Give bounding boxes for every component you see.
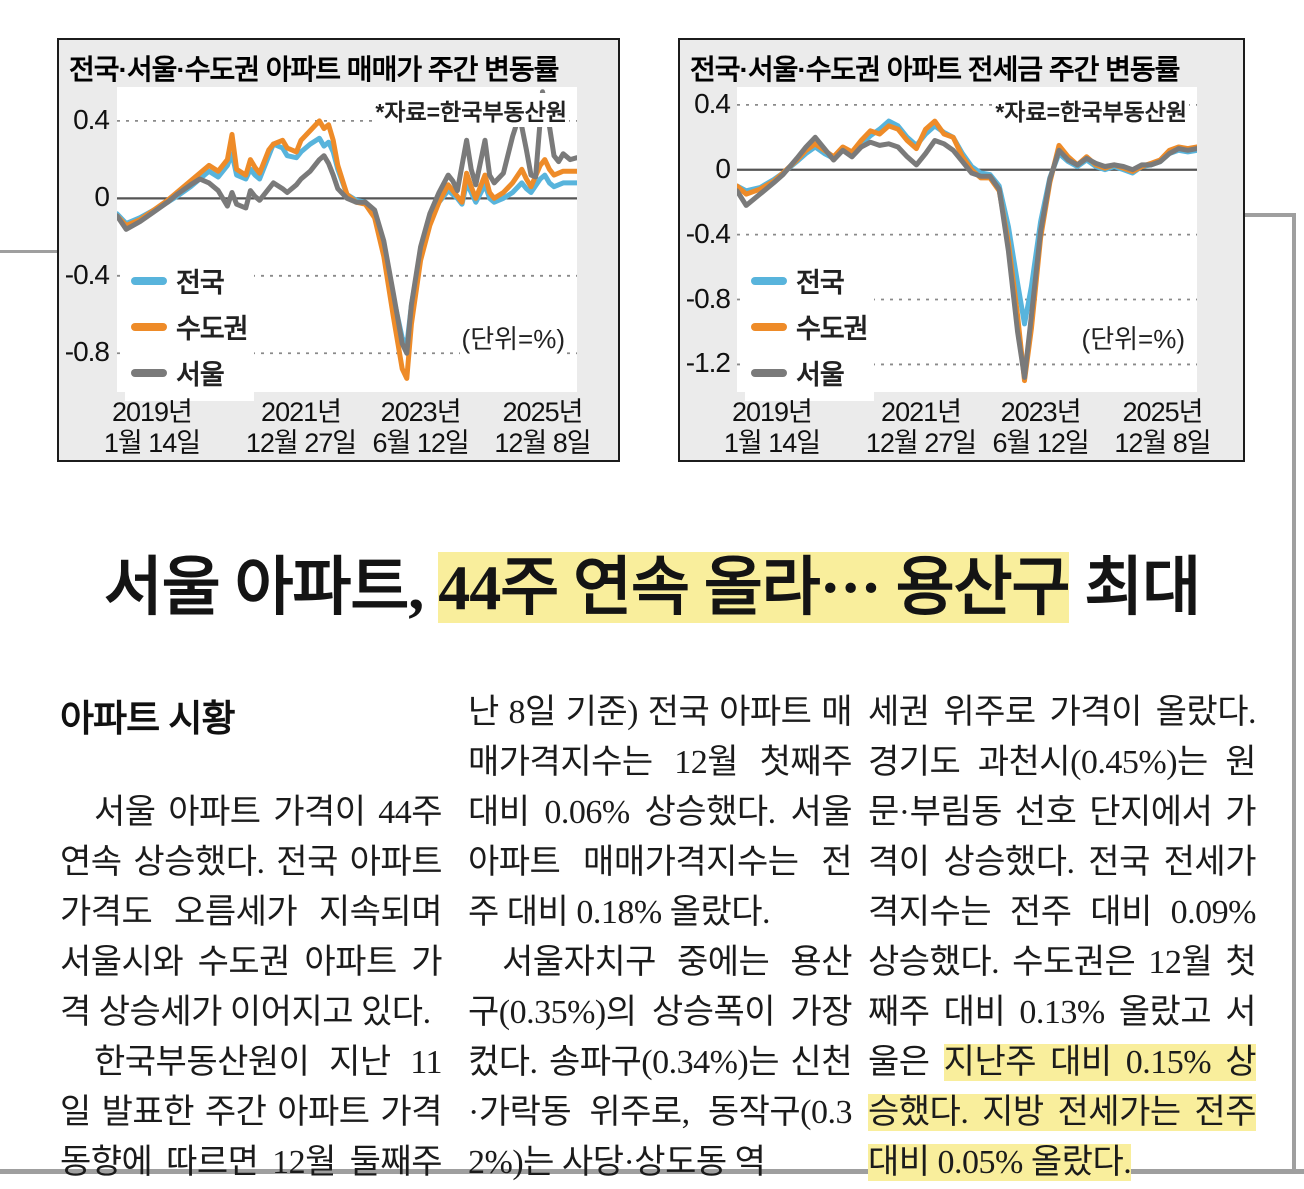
paragraph-text: 세권 위주로 가격이 올랐다. 경기도 과천시(0.45%)는 원문·부림동 선… bbox=[868, 694, 1257, 1081]
x-tick-label: 2021년 12월 27일 bbox=[245, 397, 357, 458]
section-head: 아파트 시황 bbox=[60, 698, 235, 739]
article-paragraph: 세권 위주로 가격이 올랐다. 경기도 과천시(0.45%)는 원문·부림동 선… bbox=[868, 688, 1257, 1188]
legend-label: 전국 bbox=[176, 268, 225, 298]
left-edge-rule bbox=[0, 250, 57, 253]
article-column-2: 난 8일 기준) 전국 아파트 매매가격지수는 12월 첫째주 대비 0.06%… bbox=[468, 688, 853, 1188]
paragraph-text: 한국부동산원이 지난 11일 발표한 주간 아파트 가격 동향에 따르면 12월… bbox=[60, 1044, 443, 1181]
y-axis-labels: 0.4 0 -0.4 -0.8 -1.2 bbox=[680, 87, 734, 392]
paragraph-text: 서울 아파트 가격이 44주 연속 상승했다. 전국 아파트 가격도 오름세가 … bbox=[60, 794, 443, 1031]
article-column-3: 세권 위주로 가격이 올랐다. 경기도 과천시(0.45%)는 원문·부림동 선… bbox=[868, 688, 1257, 1188]
legend-label: 수도권 bbox=[176, 314, 249, 344]
legend-swatch bbox=[131, 322, 167, 331]
y-tick-label: -0.8 bbox=[64, 336, 110, 368]
legend-swatch bbox=[131, 276, 167, 285]
paragraph-text: 난 8일 기준) 전국 아파트 매매가격지수는 12월 첫째주 대비 0.06%… bbox=[468, 694, 853, 931]
y-tick-label: -0.4 bbox=[64, 258, 110, 290]
unit-label: (단위=%) bbox=[459, 319, 567, 356]
paragraph-text: 서울자치구 중에는 용산구(0.35%)의 상승폭이 가장 컸다. 송파구(0.… bbox=[468, 944, 853, 1181]
x-tick-label: 2019년 1월 14일 bbox=[723, 397, 821, 458]
legend-item: 서울 bbox=[131, 353, 248, 392]
headline-text: 최대 bbox=[1069, 552, 1201, 623]
legend-item: 전국 bbox=[751, 261, 868, 300]
x-tick-label: 2025년 12월 8일 bbox=[494, 397, 591, 458]
series-line-서울 bbox=[737, 134, 1197, 380]
x-tick-label: 2021년 12월 27일 bbox=[865, 397, 977, 458]
headline-text: 서울 아파트, bbox=[103, 552, 439, 623]
article-paragraph: 서울 아파트 가격이 44주 연속 상승했다. 전국 아파트 가격도 오름세가 … bbox=[60, 788, 443, 1038]
bottom-edge-rule bbox=[0, 1169, 1304, 1174]
legend-swatch bbox=[751, 368, 787, 377]
chart-title: 전국·서울·수도권 아파트 매매가 주간 변동률 bbox=[69, 54, 559, 85]
x-axis-labels: 2019년 1월 14일 2021년 12월 27일 2023년 6월 12일 2025년 1… bbox=[724, 397, 1212, 459]
y-axis-labels: 0.4 0 -0.4 -0.8 bbox=[59, 87, 113, 392]
right-edge-rule-horizontal bbox=[1240, 213, 1296, 217]
legend-item: 서울 bbox=[751, 353, 868, 392]
chart-title: 전국·서울·수도권 아파트 전세금 주간 변동률 bbox=[690, 54, 1180, 85]
line-chart-svg bbox=[737, 103, 1197, 384]
x-tick-label: 2025년 12월 8일 bbox=[1114, 397, 1211, 458]
legend-swatch bbox=[751, 322, 787, 331]
y-tick-label: -0.8 bbox=[685, 282, 731, 314]
source-note: *자료=한국부동산원 bbox=[373, 93, 569, 127]
legend-swatch bbox=[751, 276, 787, 285]
x-tick-label: 2023년 6월 12일 bbox=[372, 397, 469, 458]
y-tick-label: 0 bbox=[715, 152, 731, 184]
headline-highlighted-text: 44주 연속 올라··· 용산구 bbox=[438, 552, 1070, 623]
x-axis-labels: 2019년 1월 14일 2021년 12월 27일 2023년 6월 12일 2025년 1… bbox=[104, 397, 592, 459]
x-tick-label: 2023년 6월 12일 bbox=[992, 397, 1089, 458]
legend-label: 수도권 bbox=[796, 314, 869, 344]
legend-label: 서울 bbox=[176, 360, 225, 390]
legend-item: 수도권 bbox=[131, 307, 249, 346]
legend-item: 전국 bbox=[131, 261, 248, 300]
source-note: *자료=한국부동산원 bbox=[993, 93, 1189, 127]
legend-swatch bbox=[131, 368, 167, 377]
unit-label: (단위=%) bbox=[1079, 319, 1187, 356]
headline: 서울 아파트, 44주 연속 올라··· 용산구 최대 bbox=[0, 536, 1304, 628]
legend-item: 수도권 bbox=[751, 307, 869, 346]
article-paragraph: 한국부동산원이 지난 11일 발표한 주간 아파트 가격 동향에 따르면 12월… bbox=[60, 1038, 443, 1189]
article-paragraph: 난 8일 기준) 전국 아파트 매매가격지수는 12월 첫째주 대비 0.06%… bbox=[468, 688, 853, 938]
legend-label: 전국 bbox=[796, 268, 845, 298]
legend-label: 서울 bbox=[796, 360, 845, 390]
article-column-1: 아파트 시황 서울 아파트 가격이 44주 연속 상승했다. 전국 아파트 가격… bbox=[60, 688, 443, 1189]
x-tick-label: 2019년 1월 14일 bbox=[103, 397, 201, 458]
right-edge-rule-vertical bbox=[1292, 213, 1296, 1173]
article-paragraph: 서울자치구 중에는 용산구(0.35%)의 상승폭이 가장 컸다. 송파구(0.… bbox=[468, 938, 853, 1188]
y-tick-label: -1.2 bbox=[685, 347, 731, 379]
y-tick-label: 0.4 bbox=[73, 103, 110, 135]
y-tick-label: 0.4 bbox=[694, 87, 731, 119]
y-tick-label: 0 bbox=[94, 181, 110, 213]
y-tick-label: -0.4 bbox=[685, 217, 731, 249]
